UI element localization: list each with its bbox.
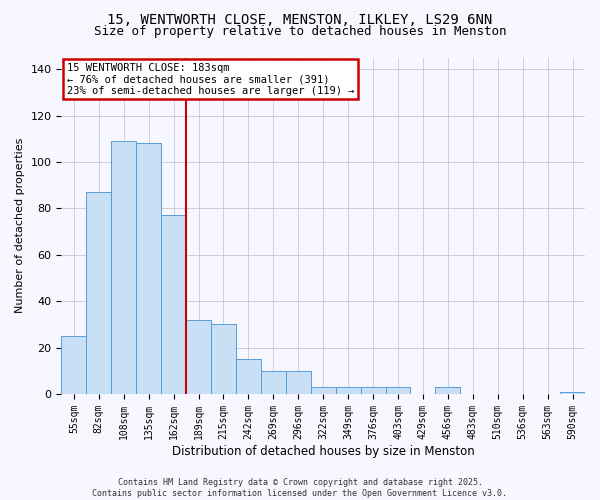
Bar — [86, 192, 111, 394]
Bar — [161, 216, 186, 394]
Bar — [211, 324, 236, 394]
Bar — [386, 387, 410, 394]
Bar — [136, 144, 161, 394]
Bar — [286, 371, 311, 394]
X-axis label: Distribution of detached houses by size in Menston: Distribution of detached houses by size … — [172, 444, 475, 458]
Bar — [560, 392, 585, 394]
Bar — [335, 387, 361, 394]
Bar — [236, 359, 261, 394]
Text: 15, WENTWORTH CLOSE, MENSTON, ILKLEY, LS29 6NN: 15, WENTWORTH CLOSE, MENSTON, ILKLEY, LS… — [107, 12, 493, 26]
Bar — [111, 141, 136, 394]
Text: Size of property relative to detached houses in Menston: Size of property relative to detached ho… — [94, 25, 506, 38]
Bar — [186, 320, 211, 394]
Bar — [361, 387, 386, 394]
Bar — [436, 387, 460, 394]
Bar — [311, 387, 335, 394]
Bar — [61, 336, 86, 394]
Bar — [261, 371, 286, 394]
Text: Contains HM Land Registry data © Crown copyright and database right 2025.
Contai: Contains HM Land Registry data © Crown c… — [92, 478, 508, 498]
Y-axis label: Number of detached properties: Number of detached properties — [15, 138, 25, 314]
Text: 15 WENTWORTH CLOSE: 183sqm
← 76% of detached houses are smaller (391)
23% of sem: 15 WENTWORTH CLOSE: 183sqm ← 76% of deta… — [67, 62, 354, 96]
